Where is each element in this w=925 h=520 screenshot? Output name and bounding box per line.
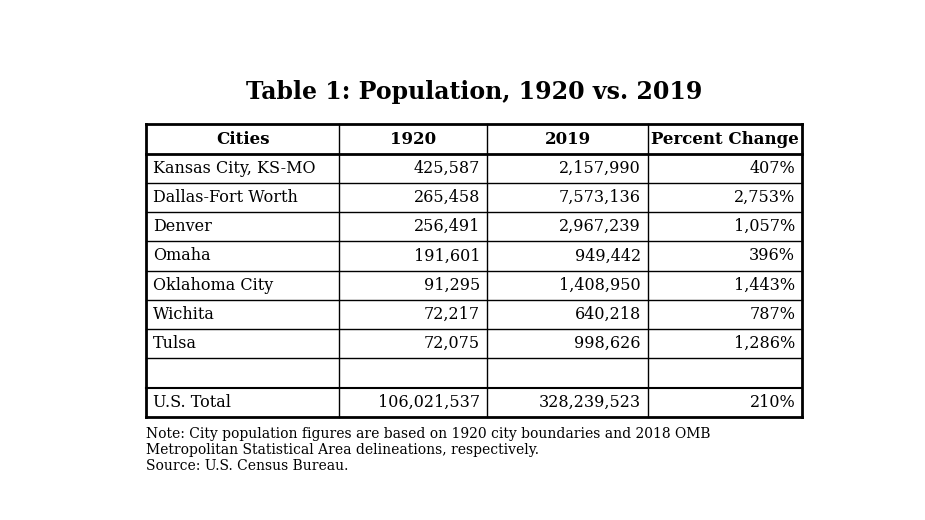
Text: 91,295: 91,295: [424, 277, 480, 294]
Text: 2019: 2019: [545, 131, 591, 148]
Text: 787%: 787%: [749, 306, 795, 323]
Text: Percent Change: Percent Change: [651, 131, 799, 148]
Text: 640,218: 640,218: [574, 306, 641, 323]
Text: 396%: 396%: [749, 248, 795, 265]
Text: Tulsa: Tulsa: [153, 335, 197, 352]
Text: Omaha: Omaha: [153, 248, 211, 265]
Text: 1,286%: 1,286%: [734, 335, 796, 352]
Text: 1,408,950: 1,408,950: [560, 277, 641, 294]
Text: 949,442: 949,442: [574, 248, 641, 265]
Text: 72,217: 72,217: [424, 306, 480, 323]
Text: U.S. Total: U.S. Total: [153, 394, 231, 411]
Text: Wichita: Wichita: [153, 306, 215, 323]
Text: 328,239,523: 328,239,523: [538, 394, 641, 411]
Text: Oklahoma City: Oklahoma City: [153, 277, 273, 294]
Text: 265,458: 265,458: [413, 189, 480, 206]
Text: Kansas City, KS-MO: Kansas City, KS-MO: [153, 160, 315, 177]
Text: 191,601: 191,601: [413, 248, 480, 265]
Text: 2,753%: 2,753%: [734, 189, 796, 206]
Text: Table 1: Population, 1920 vs. 2019: Table 1: Population, 1920 vs. 2019: [246, 81, 702, 105]
Text: 1920: 1920: [390, 131, 437, 148]
Text: 2,967,239: 2,967,239: [559, 218, 641, 235]
Text: Dallas-Fort Worth: Dallas-Fort Worth: [153, 189, 298, 206]
Text: 72,075: 72,075: [424, 335, 480, 352]
Text: 407%: 407%: [749, 160, 795, 177]
Text: Denver: Denver: [153, 218, 212, 235]
Text: 210%: 210%: [749, 394, 795, 411]
Text: 256,491: 256,491: [413, 218, 480, 235]
Text: Metropolitan Statistical Area delineations, respectively.: Metropolitan Statistical Area delineatio…: [146, 443, 538, 457]
Text: 2,157,990: 2,157,990: [559, 160, 641, 177]
Text: Note: City population figures are based on 1920 city boundaries and 2018 OMB: Note: City population figures are based …: [146, 427, 710, 441]
Text: 998,626: 998,626: [574, 335, 641, 352]
Text: Cities: Cities: [216, 131, 269, 148]
Text: 425,587: 425,587: [413, 160, 480, 177]
Text: 7,573,136: 7,573,136: [559, 189, 641, 206]
Text: 1,443%: 1,443%: [734, 277, 796, 294]
Text: Source: U.S. Census Bureau.: Source: U.S. Census Bureau.: [146, 459, 348, 473]
Text: 106,021,537: 106,021,537: [378, 394, 480, 411]
Text: 1,057%: 1,057%: [734, 218, 796, 235]
